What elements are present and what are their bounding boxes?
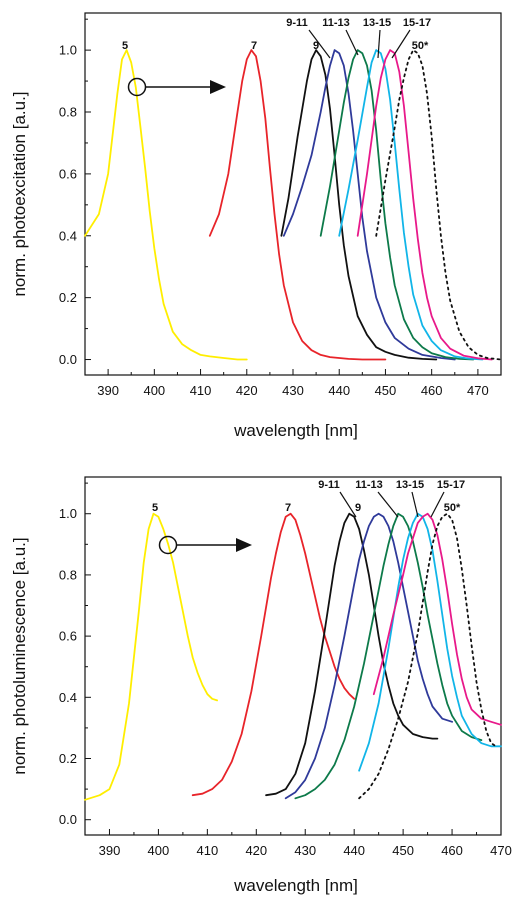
series-line-15 <box>338 49 484 361</box>
series-line-15 <box>358 512 502 772</box>
x-axis-ticks: 390 400 410 420 430 440 450 460 470 <box>84 369 502 398</box>
series-lines <box>84 49 502 361</box>
x-tick-label: 430 <box>294 843 316 858</box>
arrow-head <box>210 80 226 94</box>
leader-line-9-11 <box>308 29 331 59</box>
series-line-13 <box>294 512 483 800</box>
series-line-50 <box>358 512 498 800</box>
x-tick-label: 460 <box>421 383 443 398</box>
y-tick-label: 0.8 <box>59 567 77 582</box>
curve-label-50: 50* <box>444 502 461 514</box>
series-lines <box>84 512 502 801</box>
y-tick-label: 0.6 <box>59 629 77 644</box>
x-tick-label: 450 <box>375 383 397 398</box>
curve-label-11-13: 11-13 <box>355 479 383 491</box>
x-tick-label: 420 <box>236 383 258 398</box>
series-line-5 <box>84 49 248 361</box>
leader-line-15-17 <box>391 29 411 59</box>
x-tick-label: 440 <box>328 383 350 398</box>
series-line-11 <box>282 49 456 361</box>
y-tick-label: 0.4 <box>59 690 77 705</box>
series-line-17 <box>372 512 502 726</box>
x-axis-label: wavelength [nm] <box>233 421 358 440</box>
curve-label-9-11: 9-11 <box>318 479 339 491</box>
x-tick-label: 400 <box>143 383 165 398</box>
curve-label-13-15: 13-15 <box>363 17 391 29</box>
series-line-7 <box>191 512 356 797</box>
curve-label-9-11: 9-11 <box>286 17 307 29</box>
y-axis-label: norm. photoexcitation [a.u.] <box>10 91 29 296</box>
y-axis-ticks: 0.0 0.2 0.4 0.6 0.8 1.0 <box>59 482 91 827</box>
y-tick-label: 0.0 <box>59 812 77 827</box>
x-tick-label: 390 <box>97 383 119 398</box>
x-tick-label: 440 <box>343 843 365 858</box>
curve-label-13-15: 13-15 <box>396 479 424 491</box>
curve-label-7: 7 <box>285 502 291 514</box>
y-tick-label: 1.0 <box>59 506 77 521</box>
circle-marker <box>127 77 147 97</box>
series-line-13 <box>319 49 475 361</box>
series-line-5 <box>84 512 219 801</box>
curve-label-7: 7 <box>251 40 257 52</box>
curve-label-11-13: 11-13 <box>322 17 350 29</box>
curve-label-5: 5 <box>152 502 158 514</box>
leader-line-13-15 <box>377 29 381 59</box>
x-tick-label: 410 <box>190 383 212 398</box>
x-tick-label: 470 <box>490 843 512 858</box>
series-line-17 <box>356 49 493 361</box>
y-tick-label: 0.2 <box>59 751 77 766</box>
y-tick-label: 1.0 <box>59 43 77 58</box>
leader-line-11-13 <box>345 29 359 56</box>
arrow-head <box>236 538 252 552</box>
x-axis-ticks: 390 400 410 420 430 440 450 460 470 <box>84 829 512 858</box>
x-tick-label: 460 <box>441 843 463 858</box>
x-tick-label: 420 <box>245 843 267 858</box>
series-line-9 <box>265 512 439 797</box>
y-tick-label: 0.6 <box>59 166 77 181</box>
y-tick-label: 0.2 <box>59 290 77 305</box>
curve-label-9: 9 <box>313 40 319 52</box>
leader-line-15-17 <box>430 491 445 518</box>
x-tick-label: 410 <box>197 843 219 858</box>
series-line-7 <box>208 49 387 361</box>
series-line-11 <box>284 512 454 800</box>
x-axis-label: wavelength [nm] <box>233 876 358 895</box>
photoexcitation-panel: 0.0 0.2 0.4 0.6 0.8 1.0 390 400 410 420 430 440 450… <box>10 12 502 440</box>
x-tick-label: 400 <box>148 843 170 858</box>
series-line-50 <box>375 49 502 361</box>
curve-label-15-17: 15-17 <box>403 17 431 29</box>
leader-line-13-15 <box>411 491 419 518</box>
curve-label-9: 9 <box>355 502 361 514</box>
leader-line-9-11 <box>339 491 357 518</box>
y-tick-label: 0.8 <box>59 105 77 120</box>
circle-marker <box>158 535 178 555</box>
y-axis-ticks: 0.0 0.2 0.4 0.6 0.8 1.0 <box>59 18 91 367</box>
curve-label-15-17: 15-17 <box>437 479 465 491</box>
leader-line-11-13 <box>377 491 399 518</box>
x-tick-label: 390 <box>99 843 121 858</box>
x-tick-label: 450 <box>392 843 414 858</box>
curve-label-5: 5 <box>122 40 128 52</box>
y-tick-label: 0.0 <box>59 352 77 367</box>
curve-label-50: 50* <box>412 40 429 52</box>
y-tick-label: 0.4 <box>59 228 77 243</box>
plot-frame <box>84 476 502 836</box>
x-tick-label: 430 <box>282 383 304 398</box>
x-tick-label: 470 <box>467 383 489 398</box>
photoluminescence-panel: 0.0 0.2 0.4 0.6 0.8 1.0 390 400 410 420 430 440 450… <box>10 476 512 895</box>
y-axis-label: norm. photoluminescence [a.u.] <box>10 537 29 774</box>
series-line-9 <box>280 49 438 361</box>
